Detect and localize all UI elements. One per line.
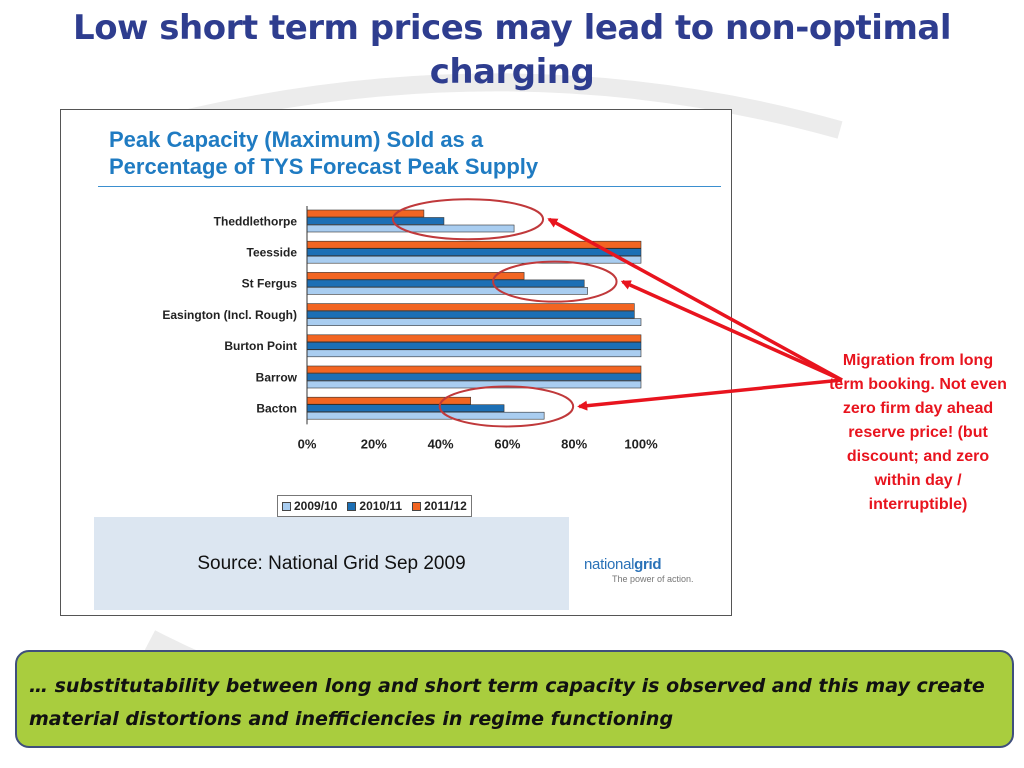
bar-theddlethorpe-2009-10	[306, 224, 515, 233]
category-label: Theddlethorpe	[214, 214, 298, 228]
logo-word-light: national	[584, 556, 635, 573]
legend-swatch-2010-11	[347, 501, 357, 511]
bar-bacton-2010-11	[306, 404, 505, 413]
migration-annotation: Migration from long term booking. Not ev…	[829, 352, 1007, 513]
x-tick-label: 100%	[624, 436, 658, 451]
legend-item-2011-12: 2011/12	[412, 499, 467, 513]
x-tick-label: 20%	[361, 436, 387, 451]
source-text: Source: National Grid Sep 2009	[197, 553, 466, 574]
bar-teesside-2009-10	[306, 255, 642, 264]
bar-burton-point-2010-11	[306, 342, 642, 350]
bar-easington-incl-rough-2010-11	[306, 310, 635, 319]
category-label: Burton Point	[224, 339, 297, 353]
bar-bacton-2009-10	[306, 411, 545, 420]
bar-st-fergus-2010-11	[306, 279, 585, 288]
bar-chart: Theddlethorpe Teesside St Fergus Easington …	[162, 206, 658, 451]
x-tick-label: 80%	[561, 436, 587, 451]
x-tick-label: 0%	[298, 436, 317, 451]
bar-easington-incl-rough-2009-10	[306, 318, 642, 326]
bar-st-fergus-2011-12	[306, 272, 525, 280]
legend-label: 2011/12	[424, 499, 467, 513]
bar-easington-incl-rough-2011-12	[306, 303, 635, 311]
conclusion-callout: … substitutability between long and shor…	[15, 650, 1014, 748]
logo-tagline: The power of action.	[612, 574, 694, 584]
category-label: Bacton	[256, 401, 297, 415]
x-tick-label: 60%	[494, 436, 520, 451]
bar-bacton-2011-12	[306, 396, 471, 405]
national-grid-logo: nationalgrid The power of action.	[584, 556, 724, 584]
callout-text: … substitutability between long and shor…	[29, 675, 985, 730]
chart-title-line-1: Peak Capacity (Maximum) Sold as a	[109, 127, 484, 152]
legend-item-2009-10: 2009/10	[282, 499, 337, 513]
category-label: Easington (Incl. Rough)	[162, 308, 297, 322]
logo-wordmark: nationalgrid	[584, 556, 724, 573]
slide-title: Low short term prices may lead to non-op…	[73, 8, 951, 92]
legend-label: 2010/11	[359, 499, 403, 513]
bar-burton-point-2009-10	[306, 349, 642, 358]
bar-barrow-2009-10	[306, 380, 642, 389]
x-tick-label: 40%	[428, 436, 454, 451]
bar-teesside-2011-12	[306, 240, 642, 249]
category-label: Barrow	[256, 370, 298, 384]
bar-theddlethorpe-2010-11	[306, 217, 445, 225]
chart-title-line-2: Percentage of TYS Forecast Peak Supply	[109, 154, 539, 179]
category-label: St Fergus	[242, 277, 298, 291]
bar-burton-point-2011-12	[306, 334, 642, 343]
legend-label: 2009/10	[294, 499, 338, 513]
title-divider	[98, 186, 721, 187]
bar-st-fergus-2009-10	[306, 287, 588, 295]
chart-legend: 2009/10 2010/11 2011/12	[277, 495, 472, 517]
category-label: Teesside	[247, 245, 298, 259]
source-box: Source: National Grid Sep 2009	[94, 517, 569, 610]
logo-word-bold: grid	[634, 556, 662, 573]
chart-frame: Peak Capacity (Maximum) Sold as a Percen…	[60, 109, 732, 616]
legend-swatch-2011-12	[412, 501, 422, 511]
bar-barrow-2011-12	[306, 365, 642, 374]
chart-title: Peak Capacity (Maximum) Sold as a Percen…	[109, 126, 709, 180]
bar-theddlethorpe-2011-12	[306, 209, 425, 218]
bar-barrow-2010-11	[306, 373, 642, 381]
legend-item-2010-11: 2010/11	[347, 499, 402, 513]
legend-swatch-2009-10	[282, 501, 291, 511]
bar-teesside-2010-11	[306, 248, 642, 256]
